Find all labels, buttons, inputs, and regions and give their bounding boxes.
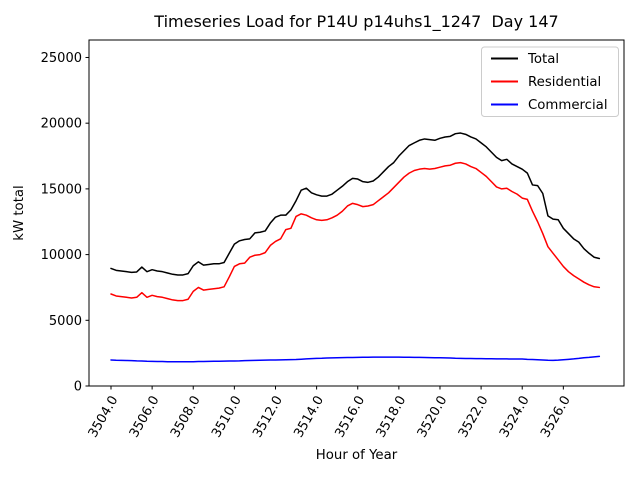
y-axis-ticks: 0 5000 10000 15000 20000 25000 [41,51,89,395]
x-tick-label: 3526.0 [538,394,574,441]
series-line-residential [110,161,601,302]
legend-label-commercial: Commercial [528,98,608,113]
y-tick-label: 10000 [41,248,82,263]
x-tick-label: 3518.0 [374,394,410,441]
x-tick-label: 3522.0 [456,394,492,441]
plot-frame [88,39,625,387]
series-line-commercial [110,355,601,363]
x-tick-label: 3506.0 [127,394,163,441]
x-tick-label: 3510.0 [209,394,245,441]
x-tick-label: 3524.0 [497,394,533,441]
series-lines [110,132,601,363]
series-line-total [110,132,601,276]
x-tick-label: 3520.0 [415,394,451,441]
y-tick-label: 20000 [41,117,82,132]
legend-label-total: Total [527,52,559,67]
y-tick-label: 0 [74,380,82,395]
x-tick-label: 3516.0 [332,394,368,441]
x-tick-label: 3512.0 [250,394,286,441]
x-tick-label: 3508.0 [168,394,204,441]
chart-title: Timeseries Load for P14U p14uhs1_1247 Da… [153,12,558,32]
y-axis-label: kW total [12,185,27,240]
x-tick-label: 3514.0 [291,394,327,441]
y-tick-label: 5000 [49,314,82,329]
y-tick-label: 15000 [41,182,82,197]
legend: Total Residential Commercial [481,46,619,117]
legend-label-residential: Residential [528,75,601,90]
x-axis-ticks: 3504.0 3506.0 3508.0 3510.0 3512.0 3514.0 3516… [86,386,574,440]
x-axis-label: Hour of Year [316,448,398,463]
y-tick-label: 25000 [41,51,82,66]
legend-box [481,46,619,117]
x-tick-label: 3504.0 [86,394,122,441]
